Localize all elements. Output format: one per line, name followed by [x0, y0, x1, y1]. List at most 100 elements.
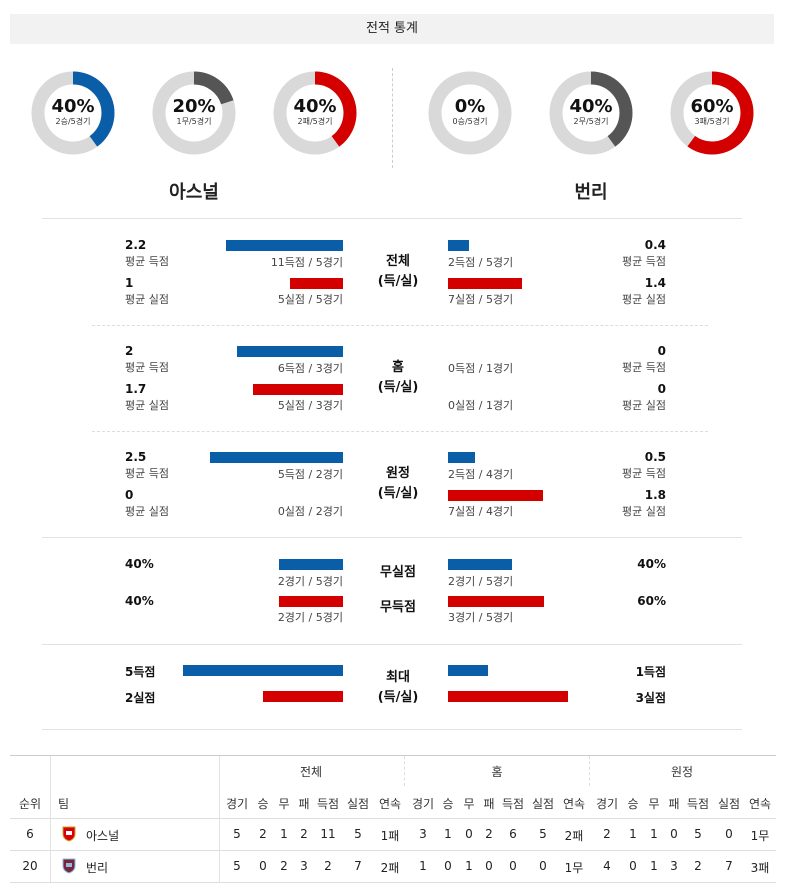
home-stat-cell: 0 — [539, 859, 547, 873]
divider — [42, 644, 742, 645]
stat-col-header: 연속 — [562, 797, 586, 811]
away-max-scored: 1득점 — [635, 665, 666, 679]
home-avg-conceded-label: 평균 실점 — [125, 399, 169, 412]
home-avg-scored: 2.5 — [125, 450, 147, 464]
all-stat-cell: 11 — [320, 827, 336, 841]
all-stat-cell: 2 — [324, 859, 332, 873]
away-avg-scored-label: 평균 득점 — [622, 255, 666, 268]
away-avg-scored: 0 — [657, 344, 666, 358]
home-avg-scored-label: 평균 득점 — [125, 467, 169, 480]
crest-shape — [62, 858, 76, 874]
col-separator — [219, 756, 220, 882]
section-title: 홈 (득/실) — [362, 358, 434, 398]
home-max-conceded: 2실점 — [125, 691, 156, 705]
home-no-score-bar — [279, 596, 343, 607]
away-win-donut-ring — [428, 71, 512, 155]
stat-col-header: 경기 — [411, 797, 435, 811]
stat-col-header: 연속 — [378, 797, 402, 811]
home-no-score-pct: 40% — [125, 594, 154, 608]
home-stat-cell: 1 — [465, 859, 473, 873]
stat-col-header: 득점 — [316, 797, 340, 811]
home-avg-conceded-label: 평균 실점 — [125, 293, 169, 306]
all-stat-cell: 2 — [259, 827, 267, 841]
home-avg-scored: 2.2 — [125, 238, 147, 252]
home-stat-cell: 0 — [485, 859, 493, 873]
away-stat-cell: 1 — [650, 827, 658, 841]
away-scored-count: 0득점 / 1경기 — [448, 362, 514, 375]
stat-col-header: 패 — [298, 797, 310, 811]
away-no-score-bar — [448, 596, 544, 607]
home-stat-cell: 5 — [539, 827, 547, 841]
home-loss-donut: 40% 2패/5경기 — [272, 70, 358, 156]
away-stat-cell: 5 — [694, 827, 702, 841]
away-no-score-pct: 60% — [637, 594, 666, 608]
away-stat-cell: 2 — [603, 827, 611, 841]
away-draw-donut-ring — [549, 71, 633, 155]
home-scored-count: 5득점 / 2경기 — [277, 468, 343, 481]
away-max-scored-bar — [448, 665, 488, 676]
home-avg-conceded: 1 — [125, 276, 134, 290]
stat-col-header: 득점 — [686, 797, 710, 811]
max-title-main: 최대 — [386, 670, 410, 685]
home-scored-bar — [237, 346, 343, 357]
home-win-donut-arc — [31, 71, 115, 155]
home-stat-cell: 1 — [444, 827, 452, 841]
home-max-scored: 5득점 — [125, 665, 156, 679]
stat-col-header: 패 — [668, 797, 680, 811]
home-loss-donut-arc — [273, 71, 357, 155]
team-name-cell[interactable]: 번리 — [86, 861, 109, 875]
home-win-donut-record: 2승/5경기 — [55, 117, 91, 126]
away-stat-cell: 1 — [650, 859, 658, 873]
away-draw-donut: 40% 2무/5경기 — [548, 70, 634, 156]
home-stat-cell: 1무 — [564, 861, 584, 875]
home-clean-sheet-count: 2경기 / 5경기 — [277, 575, 343, 588]
stat-col-header: 무 — [278, 797, 290, 811]
home-conceded-count: 5실점 / 3경기 — [277, 399, 343, 412]
section-title-sub: (득/실) — [377, 274, 419, 289]
away-team-name: 번리 — [574, 182, 608, 203]
clean-sheet-label: 무실점 — [380, 565, 416, 580]
home-scored-count: 11득점 / 5경기 — [270, 256, 343, 269]
away-loss-donut: 60% 3패/5경기 — [669, 70, 755, 156]
team-name-cell[interactable]: 아스널 — [86, 829, 120, 843]
away-loss-donut-record: 3패/5경기 — [694, 117, 730, 126]
home-avg-scored-label: 평균 득점 — [125, 361, 169, 374]
away-avg-scored-label: 평균 득점 — [622, 361, 666, 374]
divider — [42, 218, 742, 219]
group-separator — [404, 756, 405, 786]
stat-col-header: 실점 — [717, 797, 741, 811]
crest-detail — [66, 831, 72, 835]
all-stat-cell: 1 — [280, 827, 288, 841]
section-divider — [92, 325, 708, 326]
stat-col-header: 실점 — [346, 797, 370, 811]
away-stat-cell: 0 — [670, 827, 678, 841]
home-no-score-count: 2경기 / 5경기 — [277, 611, 343, 624]
away-conceded-bar — [448, 490, 543, 501]
section-title: 전적 통계 — [366, 21, 418, 36]
away-avg-conceded: 1.8 — [644, 488, 666, 502]
stat-col-header: 연속 — [748, 797, 772, 811]
home-stat-cell: 3 — [419, 827, 427, 841]
away-win-donut-percent: 0% — [454, 96, 486, 117]
away-stat-cell: 1무 — [750, 829, 770, 843]
home-loss-donut-ring — [273, 71, 357, 155]
away-max-conceded: 3실점 — [635, 691, 666, 705]
away-avg-scored-label: 평균 득점 — [622, 467, 666, 480]
away-avg-conceded-label: 평균 실점 — [622, 505, 666, 518]
away-avg-scored: 0.4 — [644, 238, 666, 252]
away-stat-cell: 3 — [670, 859, 678, 873]
home-conceded-bar — [253, 384, 343, 395]
no-score-label: 무득점 — [380, 600, 416, 615]
away-loss-donut-percent: 60% — [690, 96, 734, 117]
away-draw-donut-record: 2무/5경기 — [573, 117, 609, 126]
all-stat-cell: 0 — [259, 859, 267, 873]
home-draw-donut-record: 1무/5경기 — [176, 117, 212, 126]
section-title-sub: (득/실) — [377, 486, 419, 501]
divider — [42, 537, 742, 538]
home-draw-donut-arc — [152, 71, 236, 155]
away-avg-conceded: 0 — [657, 382, 666, 396]
away-avg-conceded: 1.4 — [644, 276, 666, 290]
away-loss-donut-arc — [670, 71, 754, 155]
stat-col-header: 득점 — [501, 797, 525, 811]
away-max-conceded-bar — [448, 691, 568, 702]
